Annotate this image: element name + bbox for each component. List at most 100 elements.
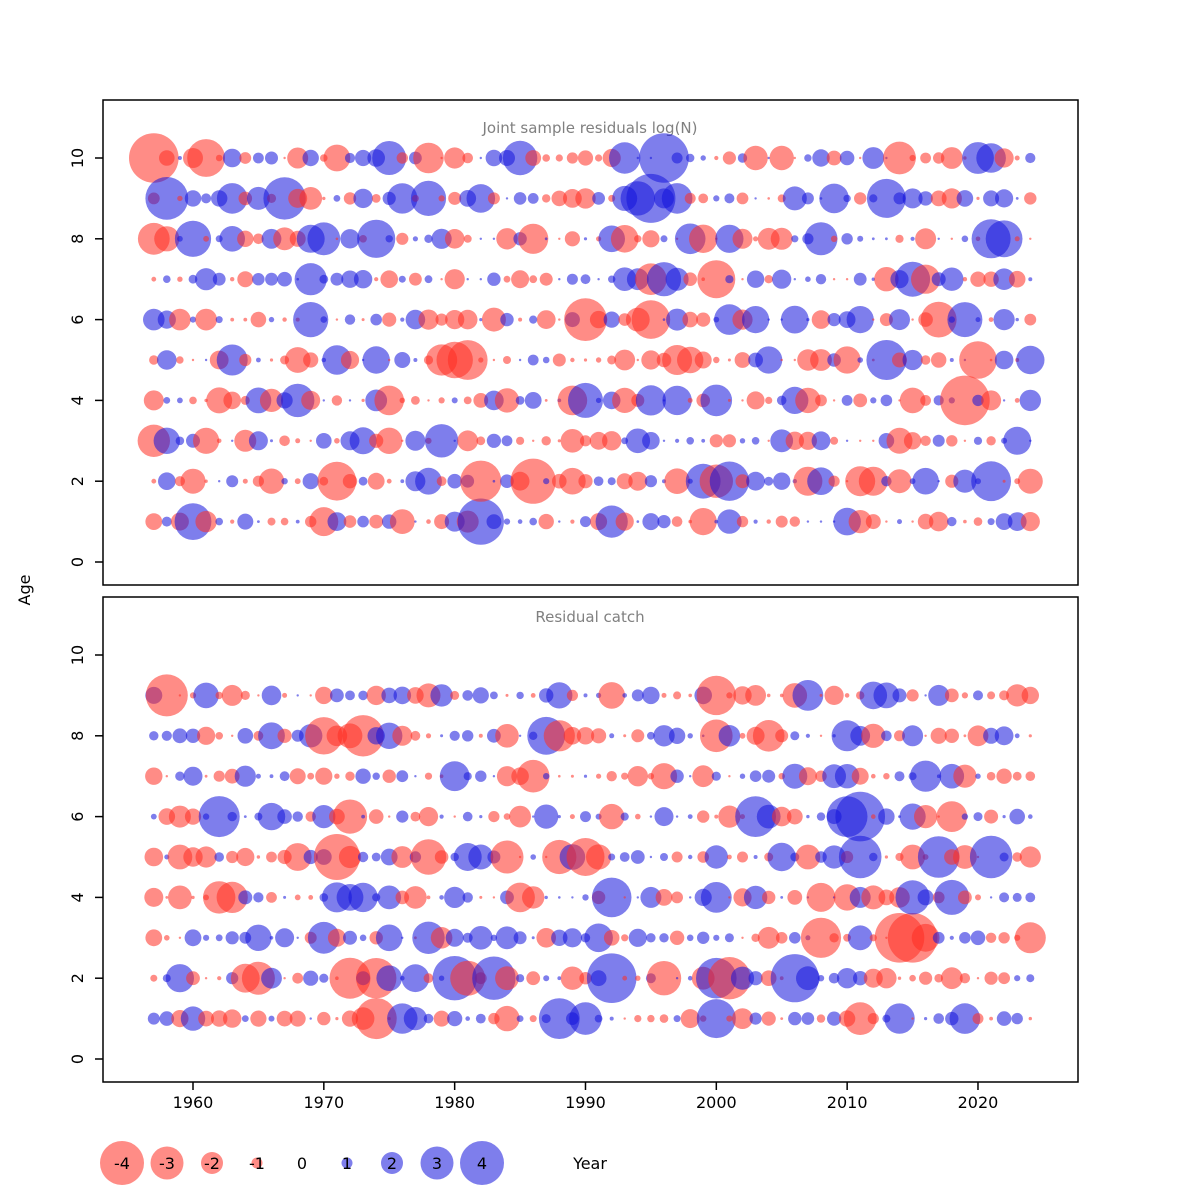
residual-bubble [551,929,568,946]
residual-bubble [180,468,206,494]
residual-bubble [865,514,881,530]
residual-bubble [805,733,811,738]
residual-bubble [448,191,462,205]
residual-bubble [334,773,340,779]
residual-bubble [317,1011,331,1026]
residual-bubble [902,188,923,209]
residual-bubble [231,439,234,442]
residual-bubble [385,235,393,243]
x-tick-label: 2020 [958,1093,999,1112]
residual-bubble [333,195,341,202]
residual-bubble [640,886,662,908]
residual-bubble [806,814,810,819]
residual-bubble [634,235,642,243]
residual-bubble [434,850,449,864]
residual-bubble [576,727,595,745]
residual-bubble [536,928,556,948]
residual-bubble [296,694,299,697]
residual-bubble [641,350,661,370]
residual-bubble [631,300,671,339]
residual-bubble [793,156,796,160]
residual-bubble [615,512,634,531]
residual-bubble [503,518,511,525]
residual-bubble [580,274,591,285]
residual-bubble [1002,815,1006,819]
residual-bubble [743,885,768,910]
residual-bubble [453,439,456,442]
residual-bubble [348,882,378,913]
residual-bubble [195,308,218,331]
residual-bubble [570,357,575,363]
residual-bubble [570,774,574,778]
residual-bubble [983,190,1000,207]
residual-bubble [463,234,472,243]
residual-bubble [697,260,736,299]
residual-bubble [447,1011,463,1027]
residual-bubble [795,844,821,870]
residual-bubble [805,276,811,283]
residual-bubble [557,976,562,981]
residual-bubble [828,475,840,487]
residual-bubble [226,475,239,488]
residual-bubble [246,186,270,210]
residual-bubble [887,469,912,494]
residual-bubble [277,271,292,287]
residual-bubble [675,815,679,818]
residual-bubble [917,889,934,906]
residual-bubble [376,427,403,454]
residual-bubble [595,397,602,404]
residual-bubble [976,196,980,200]
residual-bubble [269,936,274,940]
residual-bubble [423,973,434,984]
residual-bubble [762,769,776,783]
residual-bubble [295,519,300,524]
residual-bubble [216,344,248,376]
legend-value-label: 0 [297,1154,307,1173]
residual-bubble [268,1015,275,1022]
residual-bubble [953,469,977,493]
residual-bubble [718,805,741,828]
residual-bubble [765,396,773,404]
residual-bubble [1017,468,1043,494]
residual-bubble [609,733,615,739]
residual-bubble [195,846,217,868]
residual-bubble [782,763,808,789]
residual-bubble [841,395,853,406]
residual-bubble [591,728,607,744]
residual-bubble [762,890,776,905]
residual-bubble [999,852,1009,862]
residual-bubble [594,1014,603,1023]
residual-bubble [902,349,923,371]
residual-bubble [961,692,969,699]
residual-bubble [426,895,431,900]
residual-bubble [745,685,766,706]
residual-bubble [910,236,915,241]
residual-bubble [662,318,666,321]
residual-bubble [230,317,235,322]
residual-bubble [237,230,254,247]
residual-bubble [562,928,583,948]
residual-bubble [372,141,407,175]
residual-bubble [1025,771,1036,781]
residual-bubble [444,147,466,169]
residual-bubble [940,267,964,291]
residual-bubble [216,183,248,214]
residual-bubble [193,427,220,454]
residual-bubble [841,233,853,245]
legend-value-label: -3 [159,1154,175,1173]
residual-bubble [1007,512,1027,531]
residual-bubble [191,358,195,362]
residual-bubble [400,317,405,322]
residual-bubble [816,812,826,821]
residual-bubble [345,771,355,781]
residual-bubble [697,931,710,944]
y-tick-label: 6 [68,812,87,822]
residual-bubble [475,1013,486,1024]
x-axis-label: Year [572,1154,607,1173]
residual-bubble [917,513,934,530]
residual-bubble [989,358,993,362]
residual-bubble [732,228,753,249]
residual-bubble [478,733,483,738]
residual-bubble [780,1017,784,1020]
